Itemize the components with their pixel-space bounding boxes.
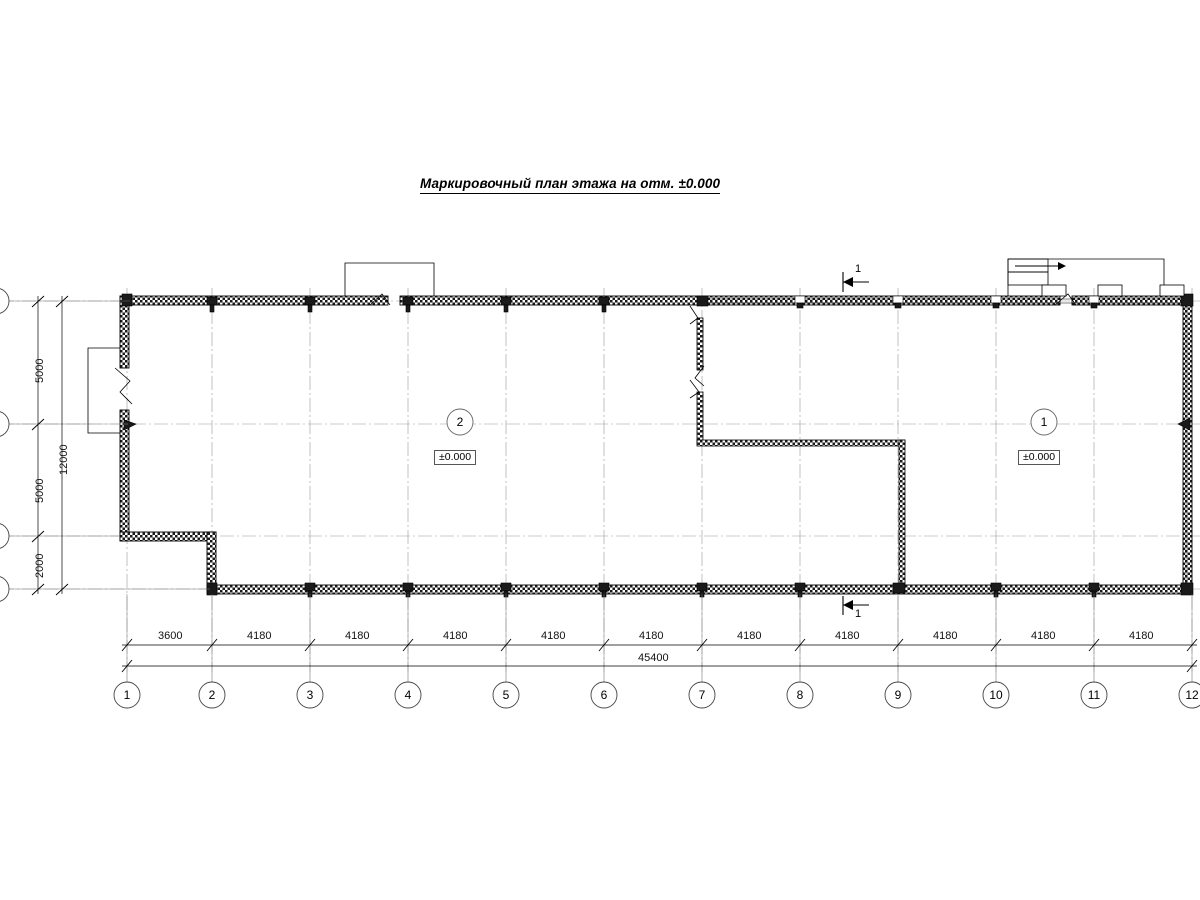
- grid-bubble-3[interactable]: 3: [306, 688, 314, 702]
- bay-dim-6: 4180: [639, 630, 664, 642]
- bay-dim-7: 4180: [737, 630, 762, 642]
- grid-bubble-1[interactable]: 1: [123, 688, 131, 702]
- grid-bubble-12[interactable]: 12: [1185, 688, 1199, 702]
- room-tag-circles: [446, 408, 1058, 436]
- grid-bubble-9[interactable]: 9: [894, 688, 902, 702]
- room-tag-2: 2: [456, 415, 464, 429]
- bay-dim-3: 4180: [345, 630, 370, 642]
- building-walls: [119, 295, 1193, 595]
- bay-dim-2: 4180: [247, 630, 272, 642]
- wall-break-lines: [114, 293, 1077, 405]
- bay-dim-9: 4180: [933, 630, 958, 642]
- room-tag-1: 1: [1040, 415, 1048, 429]
- page-title: Маркировочный план этажа на отм. ±0.000: [420, 176, 721, 194]
- bay-dim-1: 3600: [158, 630, 183, 642]
- section-marker-lines: [842, 272, 869, 615]
- grid-bubble-5[interactable]: 5: [502, 688, 510, 702]
- bay-dim-8: 4180: [835, 630, 860, 642]
- vertical-dim-3: 2000: [34, 553, 46, 578]
- grid-bubble-7[interactable]: 7: [698, 688, 706, 702]
- bay-dim-4: 4180: [443, 630, 468, 642]
- vertical-dim-2: 5000: [34, 478, 46, 503]
- external-stair-top-right: [1007, 258, 1165, 296]
- section-marker-bottom-label: 1: [855, 608, 862, 620]
- bay-dim-10: 4180: [1031, 630, 1056, 642]
- bottom-dimension-chain: [113, 594, 1200, 709]
- overall-width-dim: 12000: [58, 444, 70, 475]
- grid-bubble-11[interactable]: 11: [1087, 688, 1101, 702]
- columns: [121, 293, 1194, 598]
- grid-lines: [0, 288, 1200, 672]
- door-openings: [1041, 284, 1185, 297]
- internal-partition-wall: [689, 305, 906, 589]
- external-platform-top-middle: [344, 262, 435, 296]
- grid-bubble-6[interactable]: 6: [600, 688, 608, 702]
- grid-bubble-2[interactable]: 2: [208, 688, 216, 702]
- bay-dim-5: 4180: [541, 630, 566, 642]
- grid-bubble-8[interactable]: 8: [796, 688, 804, 702]
- bay-dim-11: 4180: [1129, 630, 1154, 642]
- room-elevation-2: ±0.000: [434, 450, 477, 465]
- vertical-dim-1: 5000: [34, 358, 46, 383]
- room-elevation-1: ±0.000: [1018, 450, 1061, 465]
- section-marker-top-label: 1: [855, 263, 862, 275]
- grid-bubble-4[interactable]: 4: [404, 688, 412, 702]
- external-porch-left: [87, 347, 128, 434]
- grid-bubble-10[interactable]: 10: [989, 688, 1003, 702]
- left-dimension-chain: [0, 288, 210, 602]
- overall-length-dim: 45400: [638, 652, 669, 664]
